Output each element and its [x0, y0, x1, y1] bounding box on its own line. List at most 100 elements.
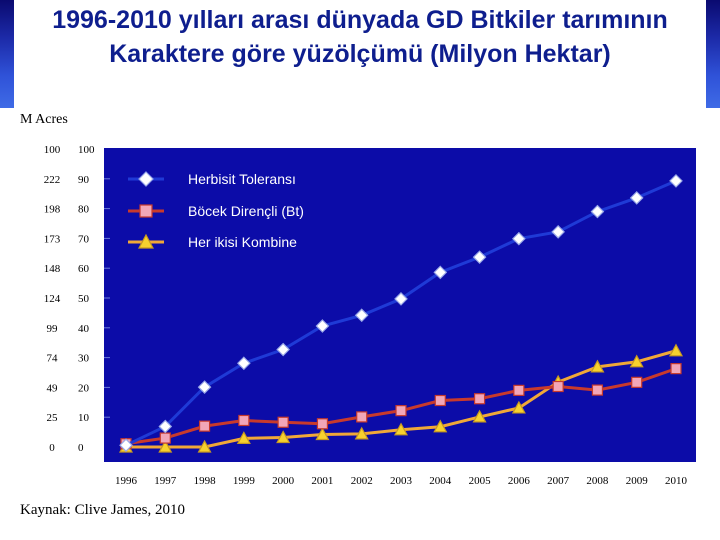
y-tick-label: 60	[78, 263, 90, 275]
x-tick-label: 2007	[547, 475, 570, 487]
x-tick-label: 2004	[429, 475, 452, 487]
secondary-y-tick-label: 25	[47, 412, 59, 424]
x-tick-label: 1996	[115, 475, 138, 487]
triangle-marker	[590, 359, 605, 373]
diamond-marker	[138, 171, 154, 187]
series-3	[118, 343, 684, 453]
diamond-marker	[512, 231, 526, 246]
triangle-marker	[236, 431, 251, 444]
legend-label: Herbisit Toleransı	[188, 171, 296, 187]
diamond-marker	[119, 438, 133, 453]
x-tick-label: 2009	[626, 475, 649, 487]
triangle-marker	[197, 439, 212, 453]
square-marker	[591, 384, 604, 396]
triangle-marker	[276, 430, 291, 444]
square-marker	[552, 380, 564, 393]
secondary-y-tick-label: 100	[44, 144, 61, 156]
diamond-marker	[354, 308, 369, 323]
legend: Herbisit Toleransı Böcek Dirençli (Bt) Her…	[128, 171, 304, 250]
series-layer	[118, 174, 684, 453]
title-panel	[14, 0, 706, 108]
diamond-marker	[315, 319, 330, 333]
secondary-y-tick-label: 222	[44, 174, 61, 186]
square-marker	[198, 420, 211, 432]
y-axis-ticks: 0 10 20 30 40 50 60 70 80 90 100	[78, 144, 110, 454]
x-tick-label: 2003	[390, 475, 413, 487]
secondary-y-tick-label: 0	[49, 442, 55, 454]
header-band	[0, 0, 720, 108]
diamond-marker	[551, 224, 565, 239]
x-axis-ticks: 1996 1997 1998 1999 2000 2001 2002 2003 2004 2005…	[115, 475, 688, 487]
y-tick-label: 20	[78, 382, 90, 394]
x-tick-label: 2005	[469, 475, 492, 487]
diamond-marker	[629, 191, 644, 205]
legend-label: Her ikisi Kombine	[188, 234, 297, 250]
y-tick-label: 100	[78, 144, 95, 156]
diamond-marker	[197, 380, 212, 394]
unit-label: M Acres	[20, 112, 68, 127]
square-marker	[356, 411, 368, 423]
secondary-y-tick-label: 173	[44, 233, 61, 245]
square-marker	[316, 418, 329, 430]
y-tick-label: 90	[78, 174, 90, 186]
x-tick-label: 2001	[311, 475, 333, 487]
y-tick-label: 40	[78, 323, 90, 335]
triangle-marker	[354, 426, 369, 440]
secondary-y-tick-label: 74	[47, 353, 59, 365]
triangle-marker	[433, 419, 448, 433]
x-tick-label: 2008	[586, 475, 609, 487]
diamond-marker	[237, 356, 251, 371]
secondary-y-tick-label: 198	[44, 204, 61, 216]
diamond-marker	[276, 342, 290, 357]
x-tick-label: 2010	[665, 475, 688, 487]
triangle-marker	[137, 233, 155, 249]
square-marker	[434, 394, 446, 407]
secondary-y-tick-label: 124	[44, 293, 61, 305]
title-line-1: 1996-2010 yılları arası dünyada GD Bitki…	[52, 6, 668, 34]
series-1	[119, 174, 683, 453]
triangle-marker	[158, 439, 173, 453]
triangle-marker	[315, 427, 330, 441]
square-marker	[238, 414, 250, 427]
y-tick-label: 0	[78, 442, 84, 454]
y-tick-label: 80	[78, 204, 90, 216]
source-label: Kaynak: Clive James, 2010	[20, 502, 185, 518]
triangle-marker	[629, 354, 644, 368]
y-tick-label: 50	[78, 293, 90, 305]
legend-label: Böcek Dirençli (Bt)	[188, 203, 304, 219]
x-tick-label: 2000	[272, 475, 295, 487]
x-tick-label: 2002	[351, 475, 373, 487]
diamond-marker	[394, 292, 408, 306]
square-marker	[631, 376, 643, 388]
x-tick-label: 2006	[508, 475, 531, 487]
triangle-marker	[393, 422, 409, 436]
x-tick-label: 1998	[194, 475, 217, 487]
y-tick-label: 70	[78, 233, 90, 245]
diamond-marker	[669, 174, 683, 188]
square-marker	[670, 363, 682, 375]
diamond-marker	[472, 250, 487, 265]
title-line-2: Karaktere göre yüzölçümü (Milyon Hektar)	[109, 40, 611, 68]
y-tick-label: 10	[78, 412, 90, 424]
triangle-marker	[668, 343, 684, 357]
square-marker	[159, 432, 171, 444]
secondary-y-tick-label: 99	[47, 323, 59, 335]
y-tick-label: 30	[78, 353, 90, 365]
square-marker	[473, 393, 486, 405]
square-marker	[395, 405, 407, 417]
secondary-y-axis-ticks: 0 25 49 74 99 124 148 173 198 222 100	[44, 144, 61, 454]
diamond-marker	[590, 204, 605, 219]
square-marker	[139, 204, 153, 218]
series-2	[120, 363, 682, 450]
diamond-marker	[433, 265, 448, 280]
square-marker	[277, 416, 289, 428]
diamond-marker	[158, 419, 173, 434]
triangle-marker	[511, 400, 526, 414]
square-marker	[513, 384, 525, 396]
secondary-y-tick-label: 148	[44, 263, 61, 275]
triangle-marker	[472, 409, 487, 423]
secondary-y-tick-label: 49	[47, 382, 59, 394]
x-tick-label: 1999	[233, 475, 256, 487]
x-tick-label: 1997	[154, 475, 177, 487]
